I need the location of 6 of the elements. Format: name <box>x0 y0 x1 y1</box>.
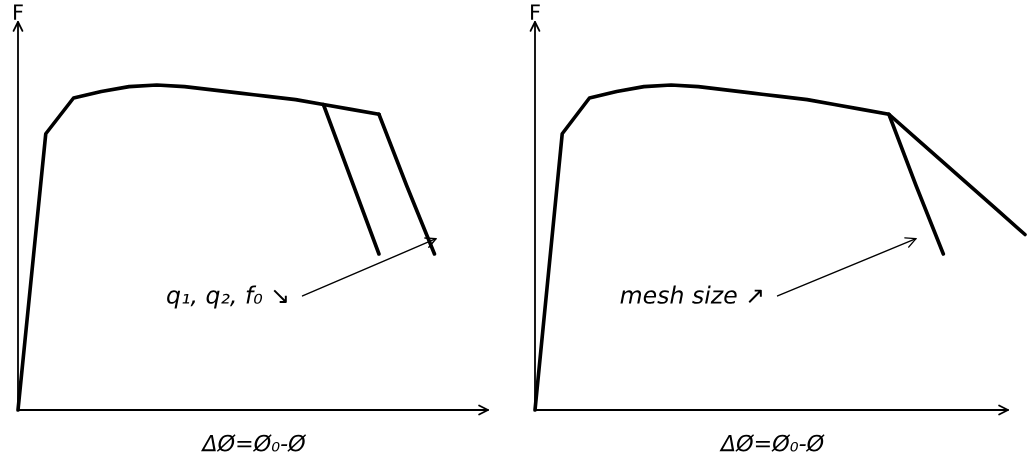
x-axis-title: ΔØ=Ø₀-Ø <box>200 434 307 452</box>
annotation: mesh size ↗ <box>620 285 762 304</box>
y-axis-title: F <box>14 4 23 20</box>
y-axis-title: F <box>531 4 540 20</box>
annotation: q₁, q₂, f₀ ↘ <box>167 285 287 309</box>
x-axis-title: ΔØ=Ø₀-Ø <box>719 434 825 452</box>
